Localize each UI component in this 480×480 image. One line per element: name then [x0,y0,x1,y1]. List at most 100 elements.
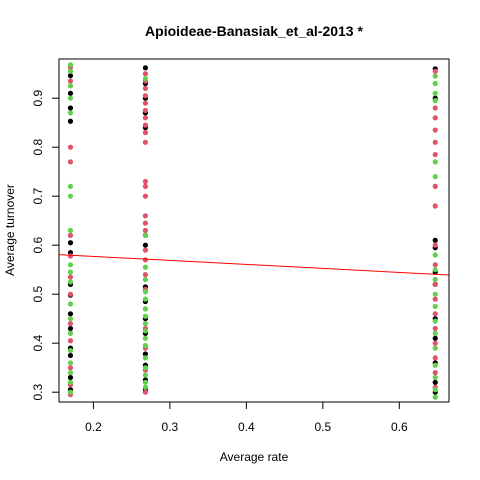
data-point-red [142,213,149,219]
y-tick-label: 0.3 [31,384,45,401]
data-point-red [67,274,74,280]
data-point-green [142,355,149,361]
data-point-green [142,343,149,349]
data-point-green [432,98,438,104]
data-point-red [142,220,149,226]
data-point-black [432,237,438,243]
data-point-green [67,330,74,336]
data-point-red [67,232,74,238]
data-point-red [67,159,74,165]
data-point-red [67,78,74,84]
data-point-red [432,296,438,302]
data-point-green [142,313,149,319]
data-point-black [142,351,149,357]
y-tick-label: 0.6 [31,237,45,254]
data-point-red [142,247,149,253]
data-point-green [142,289,149,295]
data-point-green [142,306,149,312]
data-point-black [432,379,438,385]
data-point-red [432,139,438,145]
data-point-red [142,227,149,234]
data-point-black [67,118,74,124]
x-tick-label: 0.6 [391,420,408,434]
data-point-green [432,73,438,79]
data-point-black [67,311,74,317]
data-point-red [67,338,74,344]
x-tick-label: 0.3 [162,420,179,434]
data-point-green [432,330,438,336]
data-point-green [142,232,149,238]
data-point-red [142,93,149,99]
data-point-green [432,362,438,368]
data-point-red [142,122,149,128]
data-point-red [142,389,149,395]
data-point-green [67,379,74,385]
data-point-green [432,174,438,180]
chart-title: Apioideae-Banasiak_et_al-2013 * [145,23,363,39]
data-point-green [67,83,74,89]
data-point-red [67,291,74,297]
data-point-green [432,276,438,283]
data-point-green [142,296,149,302]
data-point-green [67,360,74,366]
data-point-green [67,110,74,116]
data-point-red [142,115,149,121]
data-point-black [67,240,74,246]
data-point-red [432,370,438,376]
data-point-green [67,389,74,395]
y-axis-label: Average turnover [3,184,17,276]
data-point-red [142,139,149,145]
x-axis: 0.2 0.3 0.4 0.5 0.6 [85,401,408,434]
data-point-black [67,374,74,381]
data-point-black [142,65,149,71]
data-point-green [67,301,74,307]
x-tick-label: 0.2 [85,420,102,434]
fit-line [58,254,450,276]
data-point-green [142,76,149,82]
data-point-red [432,281,438,287]
data-point-green [67,95,74,101]
data-point-red [142,272,149,278]
data-point-red [67,144,74,150]
data-point-red [432,355,438,361]
y-tick-label: 0.5 [31,286,45,303]
data-point-green [67,227,74,234]
data-point-black [67,73,74,79]
y-axis: 0.3 0.4 0.5 0.6 0.7 0.8 0.9 [31,90,60,401]
data-point-red [142,129,149,136]
data-point-red [432,203,438,209]
data-point-green [67,347,74,354]
data-point-green [67,183,74,189]
data-point-green [67,193,74,199]
data-point-black [432,335,438,341]
data-point-green [432,345,438,351]
plot-frame [58,58,450,403]
data-point-red [432,115,438,121]
data-point-green [432,252,438,258]
data-point-green [142,379,149,385]
data-point-black [67,325,74,332]
data-point-green [142,365,149,371]
data-point-green [432,90,438,96]
x-tick-label: 0.5 [314,420,331,434]
x-axis-label: Average rate [220,450,289,464]
data-point-green [67,262,74,268]
data-point-green [432,394,438,400]
data-point-red [432,105,438,111]
data-point-red [67,253,74,259]
data-point-green [67,370,74,376]
data-point-red [432,68,438,74]
plot-area [58,62,450,400]
data-point-green [67,62,74,68]
data-point-red [432,262,438,268]
data-point-green [142,264,149,270]
data-point-green [432,303,438,310]
y-tick-label: 0.8 [31,139,45,156]
y-tick-label: 0.4 [31,335,45,352]
data-point-red [142,85,149,91]
y-tick-label: 0.9 [31,90,45,107]
data-point-green [142,321,149,327]
data-point-red [142,183,149,189]
data-point-green [142,384,149,390]
